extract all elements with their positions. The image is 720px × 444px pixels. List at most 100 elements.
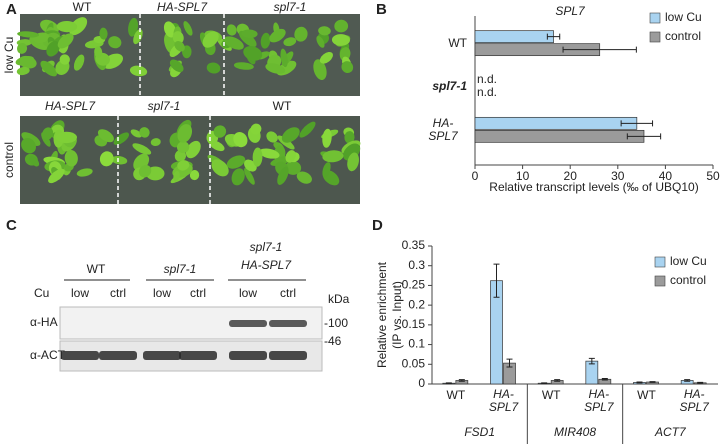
- category-label: spl7-1: [432, 79, 467, 93]
- leaf: [285, 160, 302, 175]
- leaf: [94, 46, 103, 58]
- leaf: [64, 149, 78, 167]
- group: spl7-1: [250, 240, 283, 254]
- error-bar: [554, 379, 561, 382]
- panel-label: C: [6, 217, 17, 234]
- leaf: [260, 32, 271, 49]
- leaf: [313, 59, 327, 81]
- error-bar: [620, 120, 654, 127]
- antibody: α-HA: [30, 315, 58, 329]
- leaf: [177, 124, 193, 143]
- x-tick-label: 50: [706, 169, 720, 183]
- leaf: [322, 162, 331, 178]
- bar: [474, 116, 638, 130]
- bar: [474, 129, 645, 143]
- leaf: [56, 20, 78, 33]
- y-tick-label: 0.35: [402, 238, 426, 252]
- leaf: [347, 152, 359, 172]
- leaf: [133, 29, 143, 45]
- legend-swatch: [654, 256, 666, 268]
- leaf: [108, 36, 122, 49]
- error-bar: [649, 381, 656, 383]
- leaf: [21, 138, 36, 154]
- leaf: [318, 26, 331, 36]
- group: HA-SPL7: [241, 258, 292, 272]
- y-tick-label: 0.15: [402, 317, 426, 331]
- category-label: HA-SPL7: [488, 388, 519, 414]
- leaf: [344, 131, 355, 144]
- legend-swatch: [649, 12, 661, 24]
- leaf: [29, 155, 40, 167]
- genotype: spl7-1: [274, 0, 307, 14]
- band: [179, 351, 217, 360]
- leaf: [128, 17, 139, 37]
- panel-label: A: [6, 1, 17, 18]
- legend-swatch: [654, 275, 666, 287]
- leaf: [339, 47, 351, 61]
- leaf: [163, 21, 176, 38]
- band: [99, 351, 137, 360]
- error-bar: [546, 33, 561, 40]
- leaf: [241, 29, 258, 39]
- leaf: [16, 66, 30, 76]
- category-label: HA-SPL7: [679, 388, 709, 414]
- leaf: [296, 171, 312, 184]
- band: [229, 320, 267, 327]
- leaf: [176, 141, 190, 154]
- leaf: [59, 54, 70, 65]
- leaf: [173, 170, 180, 182]
- error-bar: [636, 381, 643, 384]
- leaf: [316, 35, 325, 48]
- lane-label: low: [153, 286, 171, 300]
- leaf: [231, 168, 245, 186]
- leaf: [226, 24, 237, 36]
- group: WT: [87, 262, 106, 276]
- category-label: WT: [542, 388, 561, 402]
- lane-label: ctrl: [280, 286, 296, 300]
- kda-label: kDa: [328, 292, 350, 306]
- leaf: [138, 164, 152, 178]
- value-label: n.d.: [477, 85, 497, 99]
- leaf: [266, 131, 278, 143]
- lane-label: ctrl: [190, 286, 206, 300]
- bar: [474, 30, 554, 44]
- leaf: [299, 121, 316, 138]
- group-label: FSD1: [464, 425, 495, 439]
- leaf: [281, 127, 300, 143]
- leaf: [265, 63, 286, 74]
- genotype: WT: [73, 0, 92, 14]
- band: [229, 351, 267, 360]
- category-label: WT: [447, 388, 466, 402]
- leaf: [73, 54, 85, 71]
- leaf: [233, 132, 248, 148]
- y-tick-label: 0.25: [402, 278, 426, 292]
- band: [143, 351, 181, 360]
- marker: -46: [324, 334, 342, 348]
- legend-label: low Cu: [670, 254, 707, 268]
- y-axis-label: Relative enrichment: [375, 261, 389, 368]
- leaf: [269, 28, 286, 43]
- category-label: WT: [448, 36, 467, 50]
- leaf: [150, 138, 161, 147]
- leaf: [244, 167, 255, 185]
- category-label: WT: [637, 388, 656, 402]
- leaf: [223, 36, 244, 50]
- plants: [15, 17, 361, 186]
- leaf: [76, 168, 93, 177]
- leaf: [252, 147, 263, 167]
- leaf: [243, 46, 263, 61]
- panel-label: B: [376, 1, 387, 18]
- panel-label: D: [372, 217, 383, 234]
- error-bar: [684, 379, 691, 382]
- x-axis-label: Relative transcript levels (‰ of UBQ10): [489, 180, 698, 194]
- error-bar: [458, 379, 465, 382]
- chart-title: SPL7: [555, 4, 586, 18]
- leaf: [213, 125, 227, 138]
- leaf: [177, 160, 190, 171]
- leaf: [189, 170, 200, 181]
- leaf: [341, 61, 354, 74]
- legend-label: control: [670, 273, 706, 287]
- leaf: [226, 155, 246, 169]
- genotype: spl7-1: [148, 99, 181, 113]
- leaf: [285, 150, 296, 163]
